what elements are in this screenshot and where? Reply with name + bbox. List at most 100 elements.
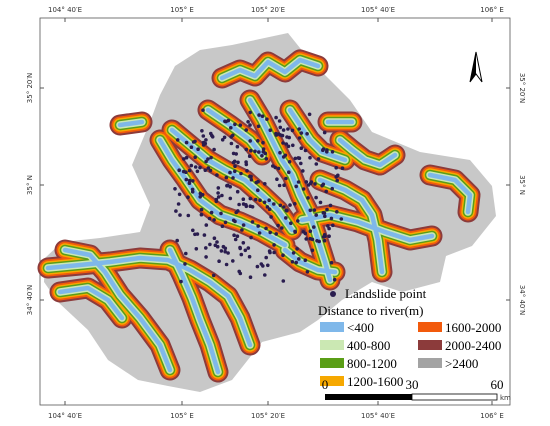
landslide-point: [190, 190, 195, 194]
landslide-point: [211, 273, 216, 278]
landslide-point: [293, 156, 298, 161]
landslide-point: [281, 279, 286, 283]
landslide-point: [193, 165, 198, 169]
landslide-point: [334, 165, 339, 170]
landslide-point: [238, 123, 243, 127]
landslide-point: [234, 152, 238, 156]
landslide-point: [299, 161, 303, 166]
landslide-point: [184, 177, 189, 182]
landslide-point: [173, 187, 177, 191]
landslide-point: [293, 229, 297, 234]
landslide-point: [340, 166, 345, 170]
landslide-point: [204, 159, 208, 164]
landslide-point: [231, 259, 235, 263]
landslide-point: [220, 193, 224, 198]
landslide-point: [255, 188, 260, 192]
landslide-point: [201, 108, 205, 112]
landslide-point: [268, 230, 273, 235]
landslide-point: [198, 191, 203, 196]
landslide-point: [325, 207, 329, 212]
landslide-point: [186, 195, 190, 199]
legend-label: 1200-1600: [347, 374, 403, 389]
landslide-point: [267, 198, 272, 202]
landslide-point: [177, 168, 181, 172]
landslide-point: [243, 248, 248, 253]
landslide-point: [261, 147, 266, 151]
landslide-point: [233, 219, 237, 224]
landslide-point: [284, 176, 288, 181]
landslide-point: [248, 174, 252, 178]
landslide-point: [314, 213, 319, 217]
landslide-point: [257, 113, 261, 117]
landslide-point: [322, 233, 327, 237]
river-buffer-ring: [219, 57, 321, 81]
scale-unit: km: [500, 394, 511, 402]
landslide-point: [248, 110, 252, 115]
river-buffer-ring: [62, 247, 173, 373]
landslide-point: [219, 211, 223, 216]
landslide-point: [244, 162, 249, 167]
landslide-point: [223, 246, 228, 251]
landslide-point: [237, 202, 241, 207]
bottom-label: 105° E: [170, 412, 194, 420]
landslide-point: [285, 135, 289, 139]
landslide-point: [287, 160, 292, 164]
river-buffer-ring: [337, 137, 398, 168]
landslide-point: [257, 150, 261, 154]
landslide-point: [247, 254, 252, 259]
landslide-point: [199, 207, 204, 212]
landslide-point: [220, 138, 225, 142]
landslide-point: [216, 186, 221, 190]
landslide-point: [321, 211, 326, 215]
landslide-point: [291, 251, 296, 255]
landslide-point: [245, 169, 249, 173]
river-buffer-ring: [57, 285, 125, 321]
landslide-point: [209, 155, 213, 160]
landslide-point: [281, 253, 285, 257]
landslide-point: [236, 209, 240, 213]
landslide-point: [267, 207, 272, 211]
landslide-point: [235, 144, 240, 149]
landslide-point: [264, 157, 269, 161]
landslide-point: [223, 249, 227, 254]
landslide-point: [204, 223, 209, 227]
landslide-point: [318, 200, 323, 205]
landslide-point: [332, 277, 337, 282]
landslide-point: [177, 192, 182, 197]
landslide-point: [281, 141, 285, 145]
bottom-label: 105° 20′E: [251, 412, 285, 420]
landslide-point: [301, 169, 305, 173]
landslide-point: [325, 150, 329, 154]
landslide-point: [186, 213, 191, 218]
landslide-point: [323, 214, 327, 219]
bottom-label: 104° 40′E: [48, 412, 82, 420]
landslide-point: [303, 258, 308, 263]
scale-label: 60: [491, 377, 504, 392]
landslide-point: [226, 251, 230, 255]
landslide-point: [249, 235, 253, 240]
landslide-point: [196, 147, 200, 151]
landslide-point: [250, 220, 255, 224]
landslide-point: [304, 180, 309, 184]
landslide-point: [256, 224, 261, 228]
landslide-point: [330, 186, 335, 191]
north-arrow: [469, 51, 483, 83]
legend-label: 800-1200: [347, 356, 397, 371]
landslide-point: [320, 183, 324, 188]
top-label: 104° 40′E: [48, 6, 82, 14]
bottom-label: 106° E: [480, 412, 504, 420]
landslide-point: [312, 225, 316, 229]
landslide-point: [228, 170, 232, 175]
landslide-point: [238, 245, 242, 250]
landslide-point: [315, 239, 319, 243]
landslide-point: [189, 145, 194, 149]
landslide-point: [284, 216, 288, 220]
river-buffer-ring: [167, 247, 221, 375]
landslide-point: [176, 202, 181, 206]
river-buffer-ring: [157, 137, 288, 248]
landslide-point: [312, 208, 317, 212]
landslide-point: [226, 183, 230, 188]
landslide-point: [296, 180, 301, 184]
landslide-point: [215, 240, 219, 244]
